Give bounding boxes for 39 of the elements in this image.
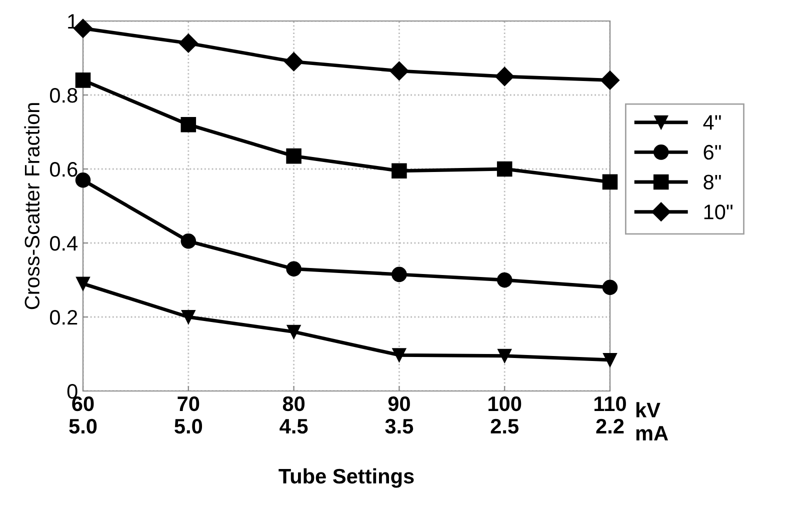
legend-label: 6" <box>704 144 721 160</box>
legend-label: 8" <box>704 174 721 190</box>
y-tick-label: 0.2 <box>50 310 78 325</box>
point <box>392 266 407 282</box>
point <box>390 61 409 80</box>
legend-label: 10" <box>704 204 732 220</box>
point <box>495 66 514 86</box>
point <box>286 148 302 164</box>
text: kV mA <box>636 402 668 440</box>
y-axis-title: Cross-Scatter Fraction <box>24 103 40 310</box>
point <box>602 174 618 190</box>
point <box>496 161 512 177</box>
point <box>284 52 304 72</box>
point <box>76 276 90 291</box>
legend-label: 4" <box>703 115 721 130</box>
point <box>178 34 198 53</box>
x-tick-label: 70 5.0 <box>174 396 202 434</box>
point <box>392 163 407 178</box>
point <box>498 348 512 363</box>
x-tick-label: 100 2.5 <box>488 396 522 434</box>
point <box>181 310 196 324</box>
point <box>73 18 93 38</box>
x-tick-label: 90 3.5 <box>385 396 414 434</box>
point <box>286 324 301 339</box>
point <box>603 352 617 367</box>
x-tick-label: 110 2.2 <box>594 396 626 434</box>
point <box>180 234 196 249</box>
x-tick-label: 80 4.5 <box>280 396 308 434</box>
point <box>600 70 620 90</box>
point <box>180 116 196 132</box>
y-tick-label: 0.4 <box>50 236 78 251</box>
x-axis-title: Tube Settings <box>278 468 414 488</box>
point <box>286 261 302 277</box>
point <box>602 280 618 296</box>
point <box>75 72 91 88</box>
y-tick-label: 0.6 <box>50 162 78 177</box>
point <box>392 348 406 362</box>
point <box>496 272 512 288</box>
y-tick-label: 0.8 <box>50 88 78 103</box>
